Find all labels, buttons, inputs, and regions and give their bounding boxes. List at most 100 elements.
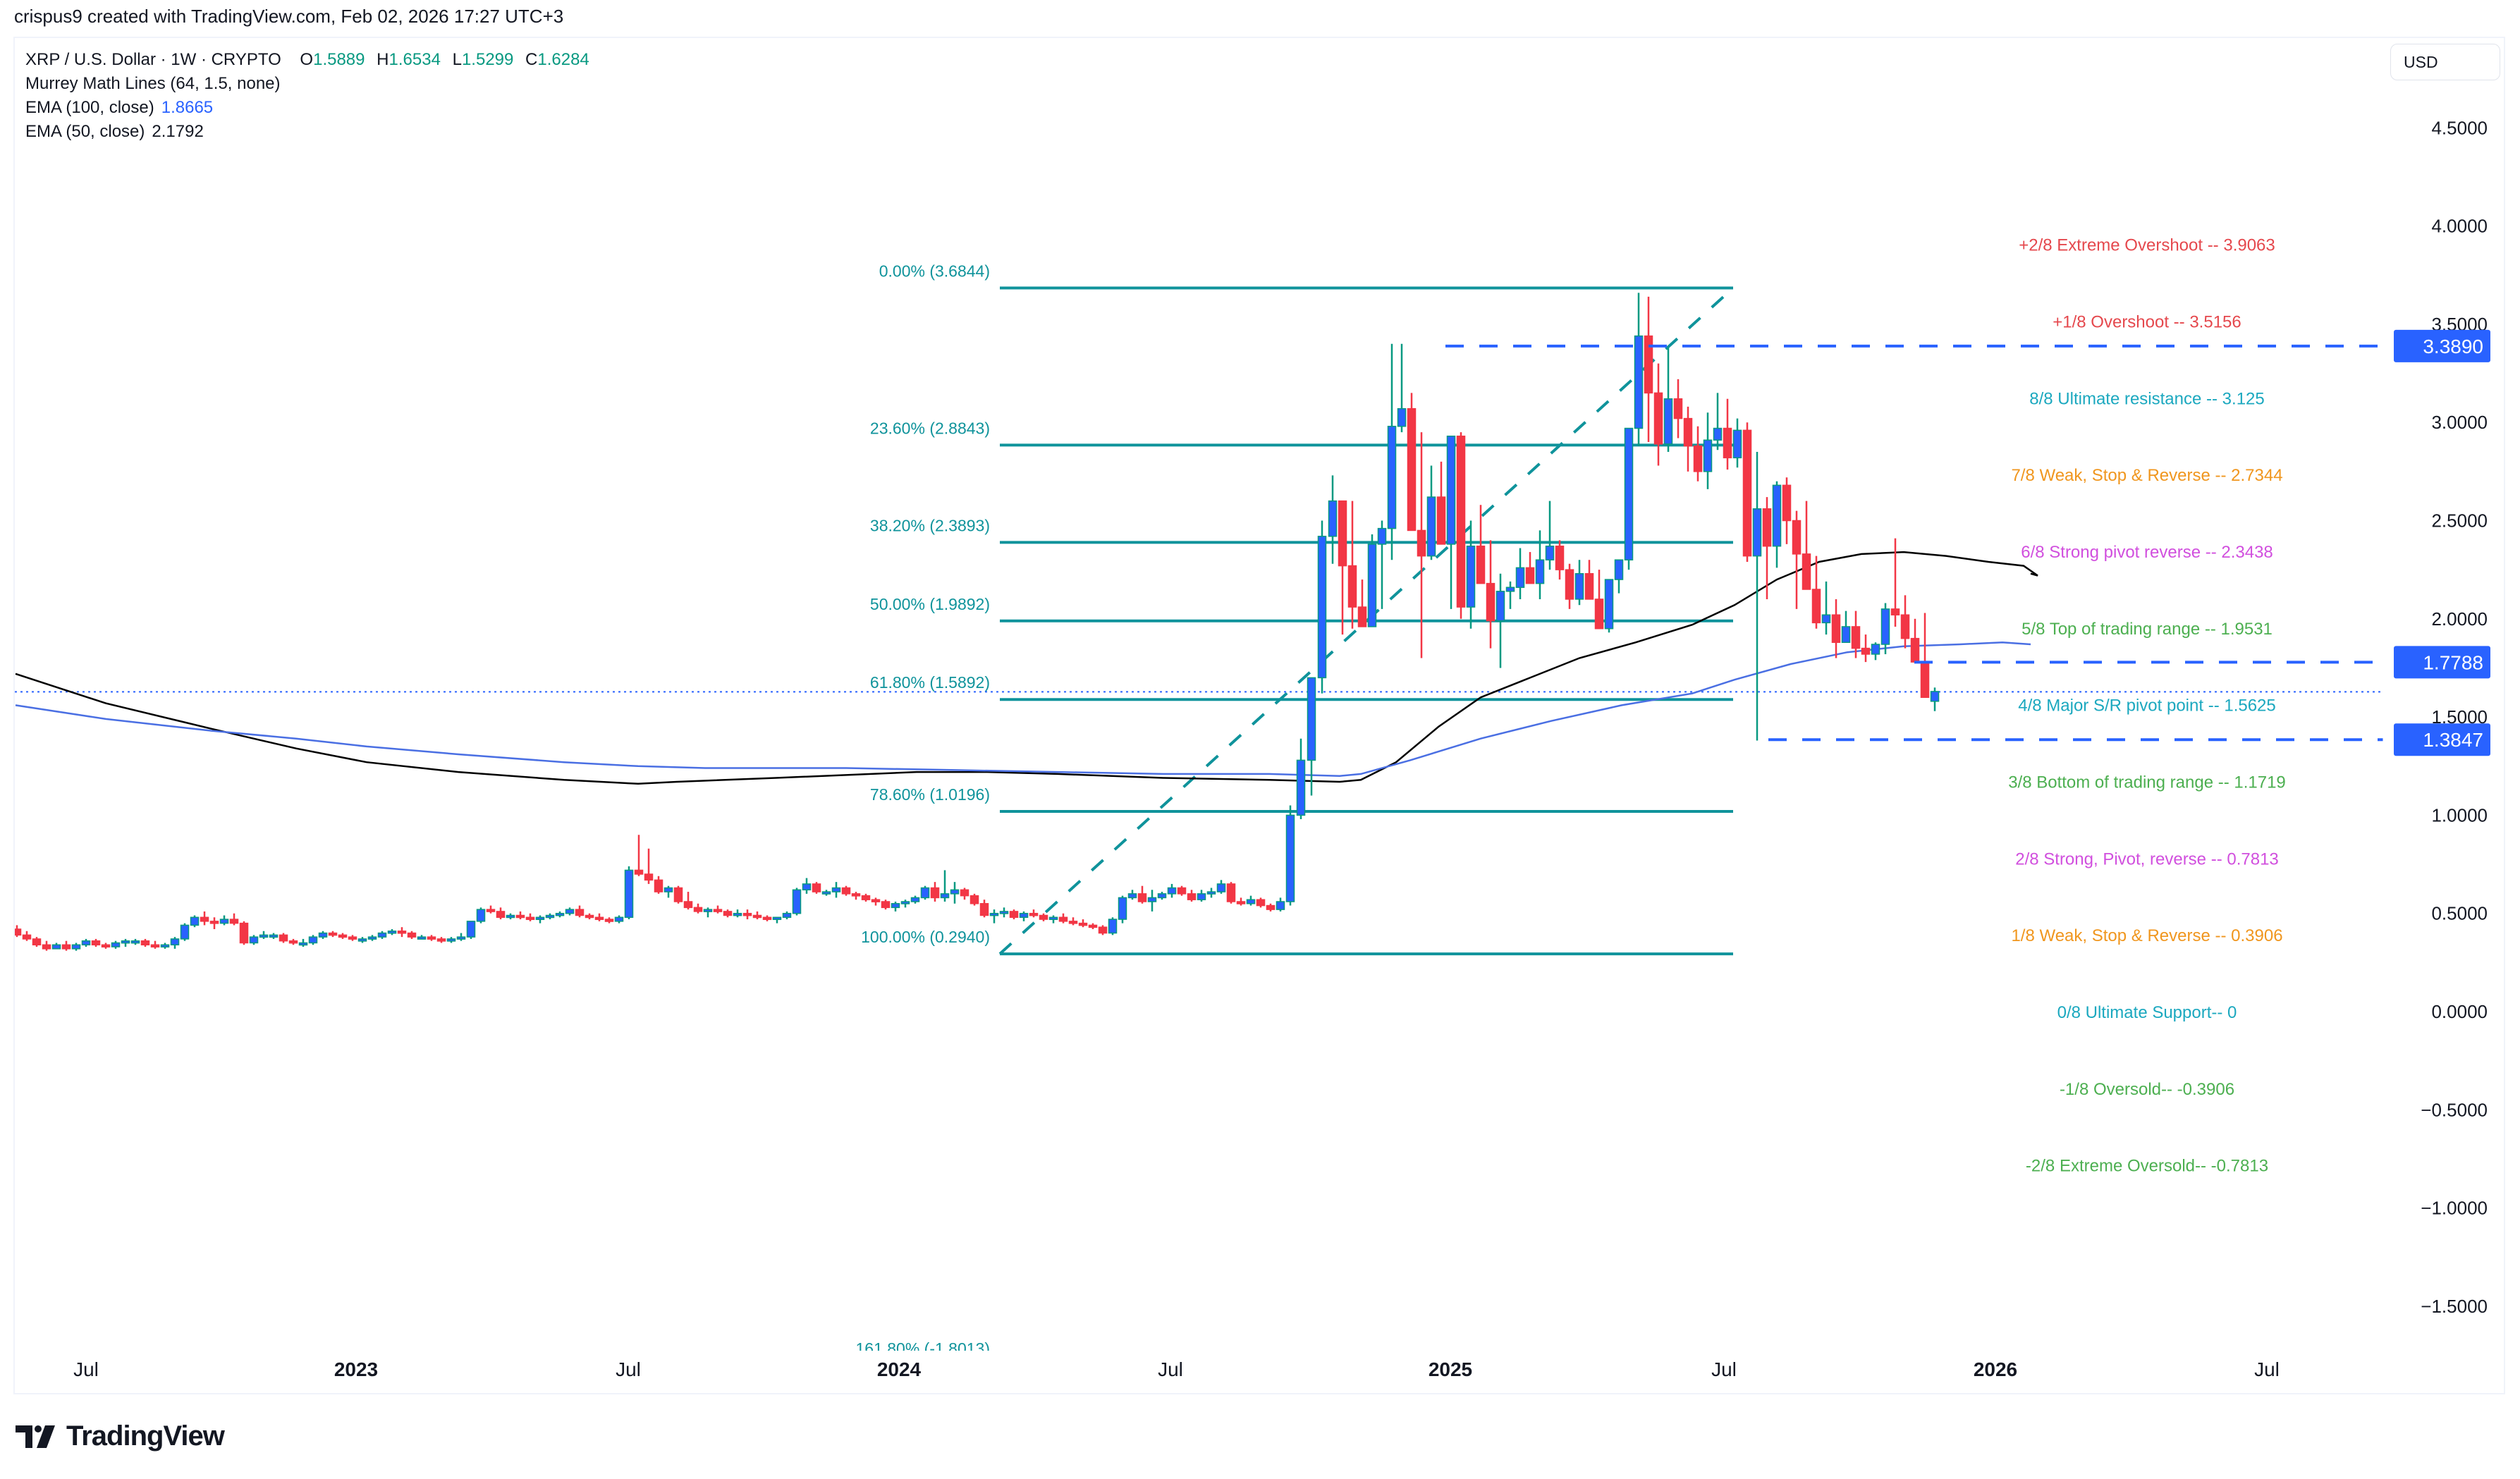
ohlc-open-label: O [300, 50, 314, 69]
bear-candle [1890, 608, 1900, 615]
bull-candle [377, 932, 387, 938]
murrey-level-label: 6/8 Strong pivot reverse -- 2.3438 [2021, 543, 2273, 562]
bull-candle [1703, 439, 1713, 472]
indicator-value: 2.1792 [152, 122, 204, 141]
bull-candle [782, 912, 792, 919]
bull-candle [506, 914, 515, 919]
bull-candle [367, 936, 377, 940]
bull-candle [1496, 591, 1505, 622]
bull-candle [219, 919, 229, 924]
bull-candle [1713, 427, 1723, 441]
bear-candle [427, 936, 436, 940]
bear-candle [723, 911, 733, 916]
price-axis[interactable]: 4.50004.00003.50003.00002.50002.00001.50… [2383, 38, 2490, 1393]
bull-candle [555, 912, 565, 916]
bull-candle [259, 934, 269, 938]
fib-trend-line[interactable] [998, 287, 1735, 955]
bear-candle [1831, 614, 1841, 643]
bear-candle [496, 911, 506, 919]
bear-candle [693, 907, 703, 912]
bear-candle [42, 944, 51, 950]
tradingview-logo[interactable]: TradingView [16, 1420, 225, 1452]
bull-candle [1535, 559, 1545, 584]
bull-candle [249, 936, 259, 944]
fib-level-label: 38.20% (2.3893) [870, 516, 990, 534]
price-tick-label: 2.5000 [2431, 510, 2488, 532]
bull-candle [1118, 897, 1127, 920]
time-tick-label: 2025 [1429, 1358, 1472, 1380]
legend-indicator-ema100[interactable]: EMA (100, close) 1.8665 [25, 96, 589, 120]
bear-candle [1673, 398, 1683, 419]
bear-candle [683, 901, 693, 909]
bear-candle [1226, 883, 1236, 902]
legend-indicator-murrey[interactable]: Murrey Math Lines (64, 1.5, none) [25, 72, 589, 96]
bear-candle [239, 922, 249, 944]
indicator-name: Murrey Math Lines (64, 1.5, none) [25, 74, 281, 93]
bear-candle [1078, 922, 1088, 926]
bull-candle [792, 889, 802, 914]
bull-candle [1147, 897, 1157, 902]
indicator-value: 1.8665 [161, 98, 214, 117]
bull-candle [1446, 435, 1456, 545]
price-tag[interactable] [2394, 329, 2490, 362]
logo-text: TradingView [66, 1420, 225, 1452]
bear-candle [486, 909, 496, 912]
bear-candle [851, 893, 861, 897]
bull-candle [1663, 398, 1673, 445]
bull-candle [318, 932, 328, 938]
bull-candle [121, 940, 130, 944]
bull-candle [821, 891, 831, 895]
time-axis[interactable]: Jul 2023 Jul 2024 Jul 2025 Jul 2026 Jul [73, 1358, 2280, 1380]
ohlc-close: 1.6284 [537, 50, 589, 69]
bull-candle [1752, 508, 1762, 557]
bear-candle [752, 914, 762, 919]
currency-button[interactable]: USD [2390, 44, 2500, 80]
ohlc-open: 1.5889 [313, 50, 365, 69]
chart-legend: XRP / U.S. Dollar · 1W · CRYPTO O1.5889 … [25, 48, 589, 144]
legend-indicator-ema50[interactable]: EMA (50, close) 2.1792 [25, 120, 589, 144]
bull-candle [417, 936, 427, 940]
bull-candle [772, 916, 782, 921]
bull-candle [950, 889, 960, 895]
bear-candle [1683, 417, 1693, 447]
chart-pane[interactable] [13, 37, 2505, 1394]
bear-candle [1177, 887, 1187, 895]
bull-candle [1317, 536, 1327, 679]
bear-candle [970, 895, 979, 904]
time-tick-label: Jul [73, 1358, 99, 1380]
bear-candle [1802, 553, 1811, 590]
price-tag-value: 1.3847 [2423, 729, 2483, 751]
bear-candle [1762, 508, 1772, 547]
price-tag[interactable] [2394, 723, 2490, 756]
bear-candle [1347, 565, 1357, 608]
bull-candle [170, 938, 180, 946]
price-tag[interactable] [2394, 646, 2490, 679]
legend-symbol-row[interactable]: XRP / U.S. Dollar · 1W · CRYPTO O1.5889 … [25, 48, 589, 72]
bear-candle [1476, 545, 1486, 584]
bull-candle [1871, 644, 1880, 655]
fib-level-label: 23.60% (2.8843) [870, 419, 990, 437]
bear-candle [1058, 916, 1068, 922]
bull-candle [920, 887, 930, 899]
bull-candle [940, 893, 950, 899]
murrey-level-label: 2/8 Strong, Pivot, reverse -- 0.7813 [2015, 849, 2279, 869]
bull-candle [1285, 814, 1295, 902]
ohlc-high: 1.6534 [389, 50, 441, 69]
bear-candle [1555, 545, 1565, 570]
bull-candle [81, 940, 91, 946]
bear-candle [1137, 893, 1147, 902]
time-tick-label: Jul [2254, 1358, 2280, 1380]
bull-candle [51, 944, 61, 950]
fibonacci-retracement[interactable]: 0.00% (3.6844) 23.60% (2.8843) 38.20% (2.3… [15, 262, 2383, 1358]
bull-candle [1276, 901, 1285, 910]
bear-candle [1792, 520, 1802, 555]
bull-candle [1246, 899, 1256, 904]
price-tick-label: 2.0000 [2431, 608, 2488, 630]
bear-candle [1009, 911, 1019, 919]
bull-candle [111, 942, 121, 947]
horizontal-rays[interactable] [1445, 344, 2383, 742]
bear-candle [1900, 614, 1910, 639]
ohlc-high-label: H [377, 50, 389, 69]
bear-candle [61, 944, 71, 950]
